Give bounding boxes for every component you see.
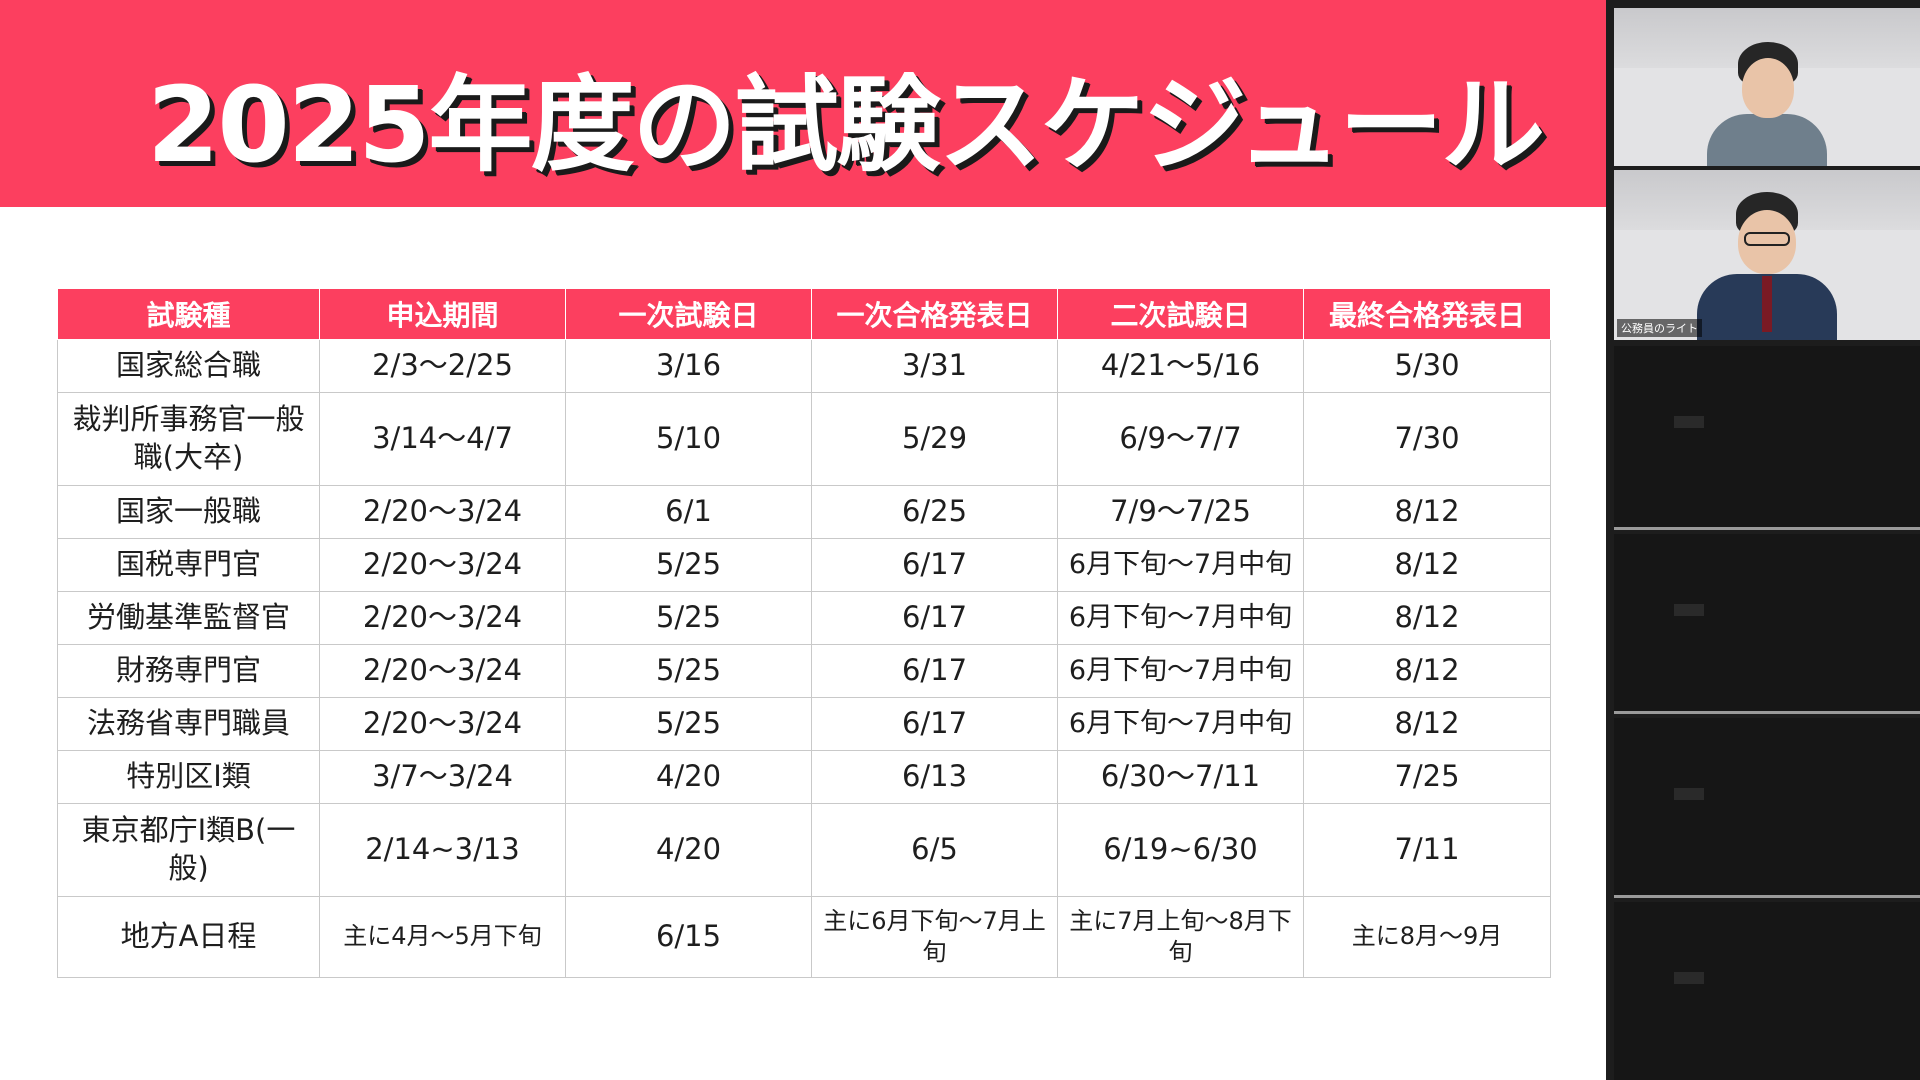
cell-first-exam-date: 5/10: [565, 392, 812, 486]
cell-first-result-date: 3/31: [811, 339, 1058, 393]
cell-first-exam-date: 3/16: [565, 339, 812, 393]
cell-second-exam-date: 6月下旬〜7月中旬: [1057, 591, 1304, 645]
cell-final-result-date: 7/11: [1303, 803, 1551, 897]
cell-first-exam-date: 5/25: [565, 591, 812, 645]
cell-application-period: 2/3〜2/25: [319, 339, 566, 393]
title-banner: 2025年度の試験スケジュール: [0, 0, 1606, 207]
cell-exam-type: 東京都庁Ⅰ類B(一般): [57, 803, 320, 897]
table-row: 労働基準監督官 2/20〜3/24 5/25 6/17 6月下旬〜7月中旬 8/…: [57, 591, 1551, 645]
header-first-exam-date: 一次試験日: [565, 288, 812, 340]
cell-exam-type: 財務専門官: [57, 644, 320, 698]
cell-first-result-date: 6/5: [811, 803, 1058, 897]
cell-first-result-date: 6/17: [811, 591, 1058, 645]
cell-exam-type: 労働基準監督官: [57, 591, 320, 645]
header-second-exam-date: 二次試験日: [1057, 288, 1304, 340]
cell-final-result-date: 7/25: [1303, 750, 1551, 804]
table-row: 特別区Ⅰ類 3/7〜3/24 4/20 6/13 6/30〜7/11 7/25: [57, 750, 1551, 804]
exam-schedule-table: 試験種 申込期間 一次試験日 一次合格発表日 二次試験日 最終合格発表日 国家総…: [57, 288, 1551, 978]
table-row: 東京都庁Ⅰ類B(一般) 2/14~3/13 4/20 6/5 6/19~6/30…: [57, 803, 1551, 897]
participant-video-tile[interactable]: [1614, 902, 1920, 1080]
cell-exam-type: 地方A日程: [57, 896, 320, 978]
cell-exam-type: 国税専門官: [57, 538, 320, 592]
header-exam-type: 試験種: [57, 288, 320, 340]
table-row: 財務専門官 2/20〜3/24 5/25 6/17 6月下旬〜7月中旬 8/12: [57, 644, 1551, 698]
participant-video-tile[interactable]: [1614, 346, 1920, 530]
cell-first-result-date: 6/17: [811, 697, 1058, 751]
cell-final-result-date: 7/30: [1303, 392, 1551, 486]
cell-final-result-date: 8/12: [1303, 644, 1551, 698]
cell-application-period: 2/20〜3/24: [319, 591, 566, 645]
cell-final-result-date: 8/12: [1303, 538, 1551, 592]
cell-exam-type: 裁判所事務官一般職(大卒): [57, 392, 320, 486]
cell-first-result-date: 6/25: [811, 485, 1058, 539]
table-row: 裁判所事務官一般職(大卒) 3/14〜4/7 5/10 5/29 6/9〜7/7…: [57, 392, 1551, 486]
cell-application-period: 3/7〜3/24: [319, 750, 566, 804]
cell-second-exam-date: 6/19~6/30: [1057, 803, 1304, 897]
participant-video-person: [1692, 192, 1842, 340]
cell-second-exam-date: 6/9〜7/7: [1057, 392, 1304, 486]
cell-first-exam-date: 5/25: [565, 697, 812, 751]
cell-first-exam-date: 4/20: [565, 803, 812, 897]
table-row: 国税専門官 2/20〜3/24 5/25 6/17 6月下旬〜7月中旬 8/12: [57, 538, 1551, 592]
header-application-period: 申込期間: [319, 288, 566, 340]
cell-second-exam-date: 6月下旬〜7月中旬: [1057, 644, 1304, 698]
cell-second-exam-date: 4/21〜5/16: [1057, 339, 1304, 393]
cell-first-exam-date: 6/1: [565, 485, 812, 539]
cell-second-exam-date: 主に7月上旬〜8月下旬: [1057, 896, 1304, 978]
table-row: 地方A日程 主に4月〜5月下旬 6/15 主に6月下旬〜7月上旬 主に7月上旬〜…: [57, 896, 1551, 978]
cell-final-result-date: 8/12: [1303, 591, 1551, 645]
cell-final-result-date: 8/12: [1303, 697, 1551, 751]
participant-video-tile[interactable]: [1614, 534, 1920, 714]
cell-first-result-date: 6/13: [811, 750, 1058, 804]
cell-first-result-date: 6/17: [811, 538, 1058, 592]
cell-exam-type: 国家総合職: [57, 339, 320, 393]
table-row: 国家総合職 2/3〜2/25 3/16 3/31 4/21〜5/16 5/30: [57, 339, 1551, 393]
cell-exam-type: 特別区Ⅰ類: [57, 750, 320, 804]
participant-video-panel: 公務員のライト: [1606, 0, 1920, 1080]
cell-application-period: 3/14〜4/7: [319, 392, 566, 486]
participant-video-person: [1702, 42, 1832, 166]
presentation-slide: 2025年度の試験スケジュール 試験種 申込期間 一次試験日 一次合格発表日 二…: [0, 0, 1606, 978]
cell-second-exam-date: 7/9〜7/25: [1057, 485, 1304, 539]
cell-first-result-date: 6/17: [811, 644, 1058, 698]
cell-first-exam-date: 5/25: [565, 538, 812, 592]
cell-exam-type: 国家一般職: [57, 485, 320, 539]
cell-first-result-date: 主に6月下旬〜7月上旬: [811, 896, 1058, 978]
participant-video-tile[interactable]: [1614, 718, 1920, 898]
cell-application-period: 2/20〜3/24: [319, 538, 566, 592]
cell-first-exam-date: 4/20: [565, 750, 812, 804]
participant-name-label: 公務員のライト: [1617, 319, 1702, 337]
cell-application-period: 2/20〜3/24: [319, 697, 566, 751]
slide-title: 2025年度の試験スケジュール: [147, 64, 1545, 186]
cell-application-period: 2/14~3/13: [319, 803, 566, 897]
cell-application-period: 2/20〜3/24: [319, 644, 566, 698]
cell-first-exam-date: 5/25: [565, 644, 812, 698]
header-first-result-date: 一次合格発表日: [811, 288, 1058, 340]
header-final-result-date: 最終合格発表日: [1303, 288, 1551, 340]
table-row: 国家一般職 2/20〜3/24 6/1 6/25 7/9〜7/25 8/12: [57, 485, 1551, 539]
table-header-row: 試験種 申込期間 一次試験日 一次合格発表日 二次試験日 最終合格発表日: [57, 288, 1551, 340]
participant-video-tile[interactable]: [1614, 8, 1920, 166]
participant-video-tile[interactable]: 公務員のライト: [1614, 170, 1920, 340]
cell-second-exam-date: 6/30〜7/11: [1057, 750, 1304, 804]
cell-application-period: 2/20〜3/24: [319, 485, 566, 539]
cell-final-result-date: 8/12: [1303, 485, 1551, 539]
cell-final-result-date: 5/30: [1303, 339, 1551, 393]
cell-second-exam-date: 6月下旬〜7月中旬: [1057, 697, 1304, 751]
table-row: 法務省専門職員 2/20〜3/24 5/25 6/17 6月下旬〜7月中旬 8/…: [57, 697, 1551, 751]
cell-exam-type: 法務省専門職員: [57, 697, 320, 751]
cell-application-period: 主に4月〜5月下旬: [319, 896, 566, 978]
cell-second-exam-date: 6月下旬〜7月中旬: [1057, 538, 1304, 592]
cell-final-result-date: 主に8月〜9月: [1303, 896, 1551, 978]
cell-first-result-date: 5/29: [811, 392, 1058, 486]
cell-first-exam-date: 6/15: [565, 896, 812, 978]
